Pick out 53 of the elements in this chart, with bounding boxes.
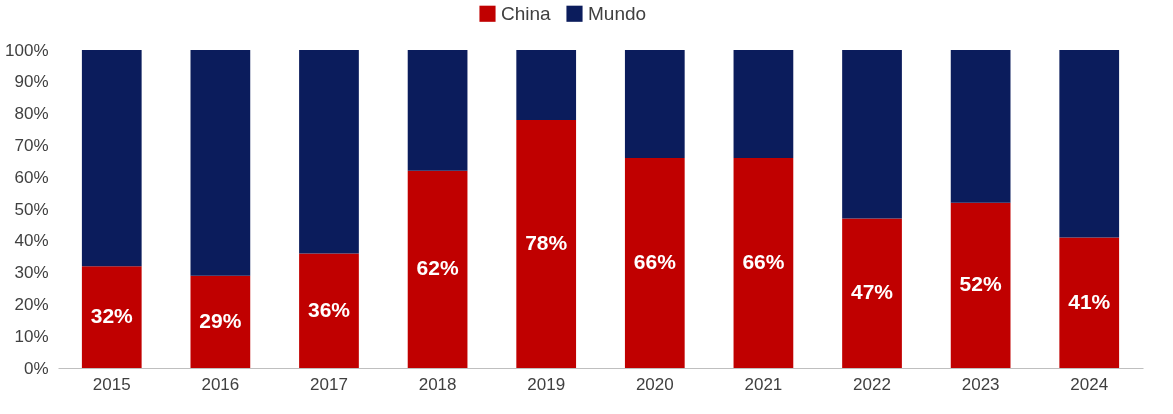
data-label: 52% [959,272,1002,296]
y-tick-label: 80% [14,104,49,124]
y-tick-label: 60% [14,167,49,187]
bar [950,202,1011,368]
bar [81,50,142,267]
y-tick-label: 10% [14,326,49,346]
bar [81,266,142,368]
bar [950,50,1011,203]
bar [516,50,577,120]
bar [190,275,251,368]
x-tick-label: 2019 [527,374,566,394]
data-label: 62% [416,256,459,280]
y-tick-label: 50% [14,199,49,219]
data-label: 36% [307,297,351,321]
bar [190,50,251,276]
y-tick-label: 20% [14,294,49,314]
bar [842,50,902,219]
bar [299,253,359,368]
bar [407,170,468,368]
data-label: 66% [633,250,677,274]
x-tick-label: 2018 [418,374,457,394]
x-tick-label: 2024 [1070,374,1109,394]
x-tick-label: 2017 [310,374,348,394]
x-tick-label: 2023 [961,374,1000,394]
x-tick-label: 2021 [744,374,783,394]
y-tick-label: 30% [14,263,49,283]
data-label: 47% [851,280,894,304]
data-label: 66% [742,250,785,274]
legend-label: Mundo [588,2,647,24]
bar [733,158,794,368]
legend-label: China [501,2,552,24]
data-label: 29% [199,308,242,332]
bar [624,158,685,368]
bar [516,119,577,368]
y-tick-label: 90% [14,72,49,92]
bar [733,50,794,159]
y-tick-label: 0% [23,358,49,378]
data-label: 32% [90,304,134,328]
data-label: 78% [525,230,568,254]
x-tick-label: 2022 [853,374,891,394]
bar [299,50,359,254]
x-tick-label: 2015 [92,374,131,394]
bar [1059,50,1120,238]
bar [842,218,902,368]
y-tick-label: 70% [14,135,49,155]
bar [407,50,468,171]
x-tick-label: 2016 [201,374,240,394]
y-tick-label: 40% [14,231,49,251]
y-tick-label: 100% [5,40,49,60]
data-label: 41% [1068,289,1111,313]
x-tick-label: 2020 [635,374,674,394]
bar [1059,237,1120,368]
bar [624,50,685,159]
